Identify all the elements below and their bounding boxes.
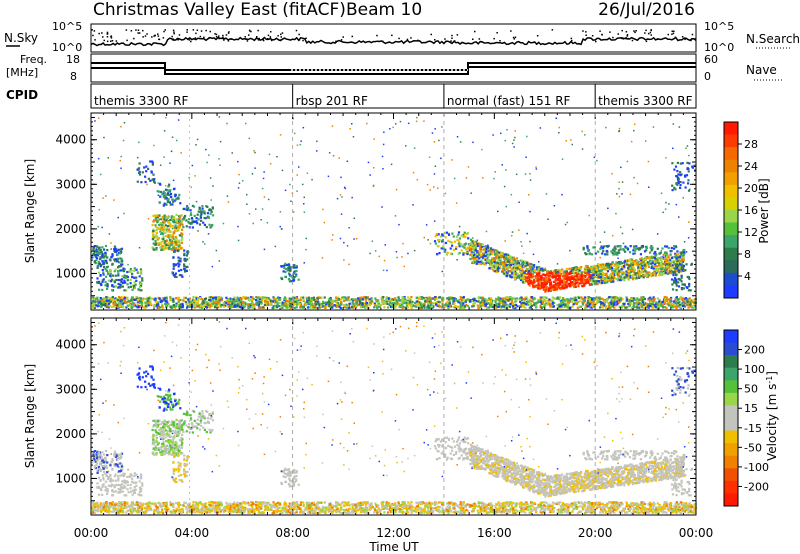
- ytick-label: 4000: [55, 338, 86, 352]
- power-colorbar-tick: 16: [744, 204, 758, 217]
- freq-label-1: Freq.: [20, 53, 47, 66]
- xtick-label: 16:00: [477, 526, 512, 540]
- freq-tick-bottom: 8: [70, 70, 77, 83]
- cpid-segment-label: themis 3300 RF: [598, 94, 692, 108]
- power-colorbar-tick: 12: [744, 226, 758, 239]
- power-ylabel: Slant Range [km]: [23, 159, 37, 263]
- noise-panel: N.Sky 10^5 10^0 10^5 10^0 N.Search: [4, 20, 800, 54]
- nsearch-tick-top: 10^5: [704, 20, 734, 33]
- velocity-colorbar-tick: -50: [744, 441, 762, 454]
- velocity-colorbar-tick: 50: [744, 383, 758, 396]
- nsky-tick-top: 10^5: [52, 20, 82, 33]
- xtick-label: 00:00: [679, 526, 714, 540]
- xaxis-title: Time UT: [368, 540, 419, 554]
- nsky-tick-bottom: 10^0: [52, 41, 82, 54]
- plot-title: Christmas Valley East (fitACF): [93, 0, 346, 20]
- power-colorbar-label: Power [dB]: [757, 178, 771, 243]
- power-cells: [91, 116, 697, 310]
- nsky-label: N.Sky: [4, 31, 38, 45]
- cpid-label: CPID: [6, 88, 38, 102]
- nsearch-tick-bottom: 10^0: [704, 41, 734, 54]
- noise-trace: [90, 29, 697, 47]
- velocity-colorbar-tick: 200: [744, 344, 765, 357]
- power-colorbar-tick: 4: [744, 270, 751, 283]
- velocity-cells: [91, 321, 697, 515]
- date-label: 26/Jul/2016: [598, 0, 695, 20]
- ytick-label: 3000: [55, 177, 86, 191]
- xtick-label: 20:00: [578, 526, 613, 540]
- xtick-label: 08:00: [275, 526, 310, 540]
- nave-label: Nave: [746, 63, 777, 77]
- xtick-label: 12:00: [376, 526, 411, 540]
- ytick-label: 1000: [55, 266, 86, 280]
- power-colorbar-tick: 28: [744, 138, 758, 151]
- power-colorbar-tick: 8: [744, 248, 751, 261]
- cpid-segment-label: normal (fast) 151 RF: [447, 94, 571, 108]
- freq-tick-top: 18: [66, 53, 80, 66]
- xtick-label: 00:00: [74, 526, 109, 540]
- ytick-label: 3000: [55, 382, 86, 396]
- velocity-ylabel: Slant Range [km]: [23, 364, 37, 468]
- ytick-label: 4000: [55, 133, 86, 147]
- cpid-segment-label: themis 3300 RF: [94, 94, 188, 108]
- nave-tick-bottom: 0: [704, 70, 711, 83]
- velocity-colorbar-tick: 15: [744, 402, 758, 415]
- velocity-colorbar-tick: -100: [744, 461, 769, 474]
- velocity-panel: 1000 2000 3000 4000 Slant Range [km] 200 100…: [23, 317, 779, 516]
- power-colorbar-tick: 24: [744, 160, 758, 173]
- ytick-label: 2000: [55, 427, 86, 441]
- velocity-colorbar-tick: -15: [744, 422, 762, 435]
- ytick-label: 1000: [55, 471, 86, 485]
- frequency-panel: Freq. [MHz] 18 8 60 0 Nave: [6, 53, 782, 83]
- power-panel: 1000 2000 3000 4000 Slant Range [km] 28 24 20…: [23, 112, 771, 311]
- ytick-label: 2000: [55, 222, 86, 236]
- nsearch-label: N.Search: [746, 32, 800, 46]
- cpid-segment-label: rbsp 201 RF: [296, 94, 368, 108]
- velocity-colorbar-tick: -200: [744, 480, 769, 493]
- freq-label-2: [MHz]: [6, 66, 38, 79]
- xtick-label: 04:00: [175, 526, 210, 540]
- power-colorbar-tick: 20: [744, 182, 758, 195]
- beam-label: Beam 10: [346, 0, 422, 20]
- nave-tick-top: 60: [704, 53, 718, 66]
- velocity-colorbar-tick: 100: [744, 363, 765, 376]
- cpid-panel: CPID themis 3300 RF rbsp 201 RF normal (fa…: [6, 83, 697, 109]
- velocity-colorbar-label: Velocity [m s-1]: [765, 371, 779, 461]
